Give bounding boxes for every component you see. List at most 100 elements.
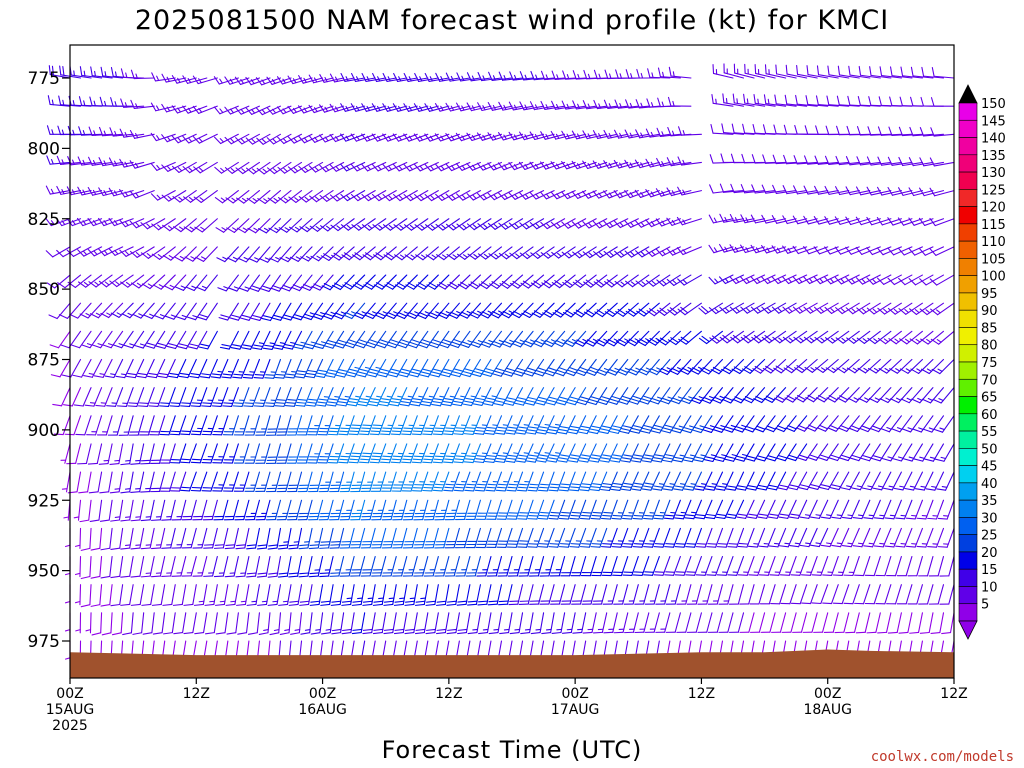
wind-barb xyxy=(771,302,797,314)
colorbar-swatch xyxy=(958,102,978,121)
wind-barb xyxy=(87,443,103,465)
wind-barb xyxy=(318,499,334,521)
wind-barb xyxy=(939,555,955,577)
wind-barb xyxy=(936,471,955,491)
wind-barb xyxy=(454,499,471,521)
wind-barb xyxy=(782,302,808,314)
wind-barb xyxy=(140,218,166,230)
wind-barb xyxy=(423,555,439,577)
wind-barb xyxy=(403,218,429,231)
wind-barb xyxy=(363,274,387,290)
wind-barb xyxy=(280,274,303,292)
wind-barb xyxy=(189,358,208,379)
wind-barb xyxy=(521,302,545,319)
wind-barb xyxy=(761,302,787,314)
wind-barb xyxy=(89,302,113,319)
wind-barb xyxy=(509,246,534,260)
wind-barb xyxy=(262,330,282,351)
wind-barb xyxy=(753,94,776,107)
wind-barb xyxy=(183,190,208,203)
colorbar-label: 90 xyxy=(981,304,998,319)
wind-barb xyxy=(87,217,113,227)
wind-barb xyxy=(869,66,892,79)
wind-barb xyxy=(192,527,208,549)
wind-barb xyxy=(653,527,671,548)
wind-barb xyxy=(150,190,176,201)
wind-barb xyxy=(518,161,545,171)
wind-barb xyxy=(919,302,945,316)
wind-barb xyxy=(284,358,303,379)
wind-barb xyxy=(635,274,660,288)
wind-barb xyxy=(739,612,755,633)
wind-barb xyxy=(296,415,313,436)
wind-barb xyxy=(150,102,176,112)
wind-barb xyxy=(288,555,303,578)
wind-barb xyxy=(933,415,955,433)
wind-barb xyxy=(467,584,481,606)
wind-barb xyxy=(711,94,734,107)
wind-barb xyxy=(785,415,808,432)
wind-barb xyxy=(548,499,566,520)
pressure-axis: 775 800 825 850 875 900 925 950 975 xyxy=(28,69,70,652)
wind-barb xyxy=(601,555,618,577)
wind-barb xyxy=(453,443,471,464)
colorbar-label: 135 xyxy=(981,149,1006,164)
wind-barb xyxy=(444,499,460,521)
wind-barb xyxy=(795,94,818,107)
wind-barb xyxy=(340,103,366,112)
wind-barb xyxy=(143,302,166,320)
wind-barb xyxy=(626,330,650,347)
wind-barb xyxy=(366,358,387,378)
wind-barb xyxy=(255,415,271,436)
wind-barb xyxy=(679,358,702,375)
wind-barb xyxy=(100,302,124,319)
wind-barb xyxy=(536,443,555,463)
wind-barb xyxy=(578,443,597,463)
wind-barb xyxy=(591,555,608,577)
wind-barb xyxy=(759,584,776,605)
colorbar-swatch xyxy=(958,327,978,346)
wind-barb xyxy=(505,443,524,463)
wind-barb xyxy=(290,612,303,635)
wind-barb xyxy=(116,387,134,407)
wind-barb xyxy=(446,612,460,635)
wind-barb xyxy=(546,415,566,435)
wind-barb xyxy=(845,612,860,634)
wind-barb xyxy=(488,612,503,635)
wind-barb xyxy=(708,274,734,285)
wind-barb xyxy=(683,471,702,491)
wind-barb xyxy=(341,612,355,635)
wind-barb xyxy=(339,527,355,549)
wind-barb xyxy=(517,527,534,548)
wind-barb xyxy=(256,527,271,550)
wind-barb xyxy=(628,387,650,405)
wind-barb xyxy=(422,415,439,436)
colorbar-swatch xyxy=(958,482,978,501)
wind-barb xyxy=(64,415,82,436)
colorbar-swatch xyxy=(958,137,978,156)
wind-barb xyxy=(749,612,766,633)
wind-barb xyxy=(858,65,881,79)
wind-barb xyxy=(234,499,250,521)
wind-barb xyxy=(930,127,955,137)
wind-barb xyxy=(934,443,955,462)
wind-barb xyxy=(108,217,134,227)
wind-barb xyxy=(937,499,955,520)
wind-barb xyxy=(721,358,745,375)
wind-barb xyxy=(635,246,660,258)
wind-barb xyxy=(579,527,597,548)
wind-barb xyxy=(235,161,260,175)
plot-frame xyxy=(69,44,955,679)
wind-barb xyxy=(610,471,629,491)
wind-barb xyxy=(372,246,397,261)
wind-barb xyxy=(537,527,555,548)
wind-barb xyxy=(655,584,671,605)
wind-barb xyxy=(339,471,355,493)
wind-barb xyxy=(161,190,187,202)
wind-barb xyxy=(685,527,702,548)
wind-barb xyxy=(298,190,324,203)
wind-barb xyxy=(930,330,955,345)
x-tick-label: 12Z xyxy=(688,686,715,702)
wind-barb xyxy=(380,443,397,464)
colorbar-swatch xyxy=(958,171,978,190)
